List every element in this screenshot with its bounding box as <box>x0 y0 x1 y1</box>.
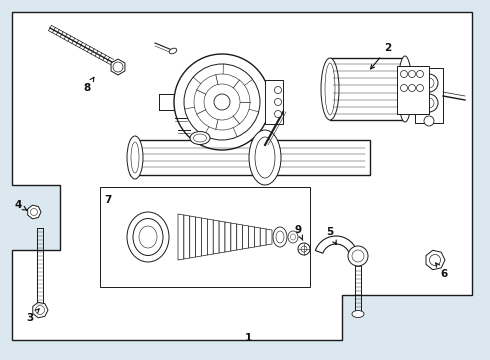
Circle shape <box>204 84 240 120</box>
Polygon shape <box>260 228 266 246</box>
Circle shape <box>214 94 230 110</box>
Polygon shape <box>213 220 219 254</box>
Text: 8: 8 <box>83 77 94 93</box>
Polygon shape <box>219 221 225 253</box>
Polygon shape <box>190 216 196 258</box>
Circle shape <box>424 78 434 88</box>
Text: 6: 6 <box>436 263 448 279</box>
Polygon shape <box>178 214 184 260</box>
Circle shape <box>174 54 270 150</box>
Ellipse shape <box>276 231 284 243</box>
Bar <box>415 68 443 123</box>
Polygon shape <box>201 218 207 256</box>
Circle shape <box>420 74 438 92</box>
Circle shape <box>420 94 438 112</box>
Polygon shape <box>254 227 260 247</box>
Ellipse shape <box>352 310 364 318</box>
Ellipse shape <box>249 130 281 185</box>
Circle shape <box>400 85 408 91</box>
Polygon shape <box>111 59 125 75</box>
Ellipse shape <box>273 227 287 247</box>
Text: 4: 4 <box>14 200 27 210</box>
Ellipse shape <box>194 134 206 142</box>
Bar <box>330 58 405 120</box>
Bar <box>265 80 283 124</box>
Text: 7: 7 <box>104 195 112 205</box>
Ellipse shape <box>139 226 157 248</box>
Ellipse shape <box>190 131 210 144</box>
Polygon shape <box>12 12 472 340</box>
Polygon shape <box>184 215 190 259</box>
Polygon shape <box>33 302 48 318</box>
Ellipse shape <box>133 219 163 256</box>
Circle shape <box>274 86 281 94</box>
Ellipse shape <box>321 58 339 120</box>
Ellipse shape <box>127 212 169 262</box>
Circle shape <box>416 71 423 77</box>
Polygon shape <box>316 236 358 258</box>
Ellipse shape <box>288 231 298 243</box>
Circle shape <box>348 246 368 266</box>
Ellipse shape <box>127 136 143 179</box>
Circle shape <box>35 306 45 315</box>
Polygon shape <box>231 223 237 251</box>
Circle shape <box>301 246 307 252</box>
Polygon shape <box>196 217 201 257</box>
Circle shape <box>409 71 416 77</box>
Ellipse shape <box>325 63 335 115</box>
Text: 2: 2 <box>370 43 392 69</box>
Bar <box>100 187 310 287</box>
Ellipse shape <box>291 234 295 240</box>
Polygon shape <box>225 222 231 252</box>
Circle shape <box>194 74 250 130</box>
Polygon shape <box>248 226 254 248</box>
Bar <box>130 140 370 175</box>
Circle shape <box>424 98 434 108</box>
Text: 9: 9 <box>294 225 303 240</box>
Circle shape <box>184 64 260 140</box>
Polygon shape <box>426 250 445 270</box>
Circle shape <box>274 99 281 105</box>
Ellipse shape <box>169 48 177 54</box>
Text: 1: 1 <box>245 333 252 343</box>
Circle shape <box>113 62 123 72</box>
Circle shape <box>274 111 281 117</box>
Circle shape <box>298 243 310 255</box>
Circle shape <box>430 255 441 266</box>
Circle shape <box>30 208 38 216</box>
Polygon shape <box>207 219 213 255</box>
Polygon shape <box>28 205 41 219</box>
Polygon shape <box>237 224 243 250</box>
Polygon shape <box>266 229 272 245</box>
Ellipse shape <box>398 56 412 122</box>
Bar <box>397 66 429 114</box>
Polygon shape <box>243 225 248 249</box>
Text: 5: 5 <box>326 227 336 244</box>
Circle shape <box>352 250 364 262</box>
Ellipse shape <box>255 137 275 178</box>
Circle shape <box>400 71 408 77</box>
Circle shape <box>409 85 416 91</box>
Text: 3: 3 <box>26 309 39 323</box>
Circle shape <box>416 85 423 91</box>
Circle shape <box>424 116 434 126</box>
Ellipse shape <box>131 142 139 173</box>
